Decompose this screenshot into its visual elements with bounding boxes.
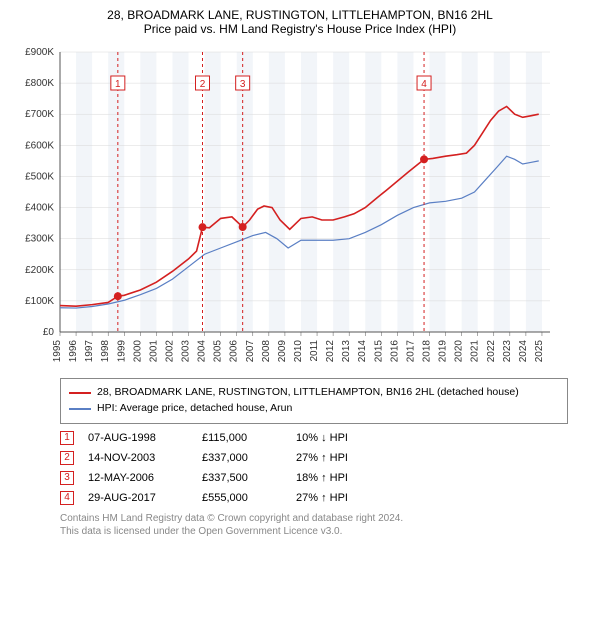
svg-text:4: 4 [421,79,427,90]
svg-text:2001: 2001 [148,340,159,363]
footer-line-2: This data is licensed under the Open Gov… [60,525,568,538]
footer: Contains HM Land Registry data © Crown c… [60,512,568,538]
event-price: £337,500 [202,472,282,484]
event-price: £337,000 [202,452,282,464]
event-marker: 1 [60,431,74,445]
svg-text:2004: 2004 [197,340,208,363]
svg-text:1996: 1996 [68,340,79,363]
svg-text:£0: £0 [43,327,55,338]
event-marker: 4 [60,491,74,505]
event-date: 14-NOV-2003 [88,452,188,464]
svg-text:1998: 1998 [100,340,111,363]
chart-plot: £0 £100K £200K £300K £400K £500K £600K £700K £80… [10,42,590,372]
svg-text:2015: 2015 [373,340,384,363]
svg-text:2: 2 [200,79,206,90]
svg-text:£100K: £100K [25,296,54,307]
svg-text:1: 1 [115,79,121,90]
event-row: 4 29-AUG-2017 £555,000 27% ↑ HPI [60,488,568,508]
svg-text:2006: 2006 [229,340,240,363]
svg-text:2002: 2002 [164,340,175,363]
legend-swatch [69,408,91,410]
svg-text:2016: 2016 [389,340,400,363]
svg-text:1997: 1997 [84,340,95,363]
legend-item: 28, BROADMARK LANE, RUSTINGTON, LITTLEHA… [69,385,559,401]
legend-label: 28, BROADMARK LANE, RUSTINGTON, LITTLEHA… [97,385,519,401]
svg-text:2014: 2014 [357,340,368,363]
svg-text:2011: 2011 [309,340,320,362]
svg-text:3: 3 [240,79,246,90]
svg-text:£500K: £500K [25,171,54,182]
event-row: 3 12-MAY-2006 £337,500 18% ↑ HPI [60,468,568,488]
event-delta: 10% ↓ HPI [296,432,386,444]
events-table: 1 07-AUG-1998 £115,000 10% ↓ HPI 2 14-NOV-200… [60,428,568,508]
footer-line-1: Contains HM Land Registry data © Crown c… [60,512,568,525]
chart-container: 28, BROADMARK LANE, RUSTINGTON, LITTLEHA… [0,0,600,546]
svg-text:2018: 2018 [422,340,433,363]
svg-text:2007: 2007 [245,340,256,363]
event-marker: 2 [60,451,74,465]
svg-text:£900K: £900K [25,47,54,58]
svg-text:2023: 2023 [502,340,513,363]
svg-text:2003: 2003 [181,340,192,363]
svg-text:£700K: £700K [25,109,54,120]
svg-text:2020: 2020 [454,340,465,363]
event-date: 12-MAY-2006 [88,472,188,484]
legend-swatch [69,392,91,394]
event-row: 1 07-AUG-1998 £115,000 10% ↓ HPI [60,428,568,448]
svg-text:2025: 2025 [534,340,545,363]
event-date: 29-AUG-2017 [88,492,188,504]
svg-text:£300K: £300K [25,234,54,245]
event-delta: 27% ↑ HPI [296,452,386,464]
svg-text:2005: 2005 [213,340,224,363]
svg-text:2010: 2010 [293,340,304,363]
svg-text:2022: 2022 [486,340,497,363]
chart-title: 28, BROADMARK LANE, RUSTINGTON, LITTLEHA… [10,8,590,22]
svg-text:2009: 2009 [277,340,288,363]
svg-text:1995: 1995 [52,340,63,363]
event-price: £115,000 [202,432,282,444]
svg-text:2012: 2012 [325,340,336,363]
legend-item: HPI: Average price, detached house, Arun [69,401,559,417]
legend-label: HPI: Average price, detached house, Arun [97,401,292,417]
svg-text:2008: 2008 [261,340,272,363]
svg-text:£200K: £200K [25,265,54,276]
event-delta: 18% ↑ HPI [296,472,386,484]
svg-text:£400K: £400K [25,203,54,214]
svg-text:2000: 2000 [132,340,143,363]
svg-text:2024: 2024 [518,340,529,363]
event-row: 2 14-NOV-2003 £337,000 27% ↑ HPI [60,448,568,468]
chart-svg: £0 £100K £200K £300K £400K £500K £600K £700K £80… [10,42,570,372]
svg-text:£600K: £600K [25,140,54,151]
event-marker: 3 [60,471,74,485]
svg-text:2017: 2017 [405,340,416,363]
event-price: £555,000 [202,492,282,504]
svg-text:£800K: £800K [25,78,54,89]
svg-text:2021: 2021 [470,340,481,363]
svg-text:2019: 2019 [438,340,449,363]
chart-subtitle: Price paid vs. HM Land Registry's House … [10,22,590,36]
legend: 28, BROADMARK LANE, RUSTINGTON, LITTLEHA… [60,378,568,424]
svg-text:2013: 2013 [341,340,352,363]
event-date: 07-AUG-1998 [88,432,188,444]
event-delta: 27% ↑ HPI [296,492,386,504]
svg-text:1999: 1999 [116,340,127,363]
